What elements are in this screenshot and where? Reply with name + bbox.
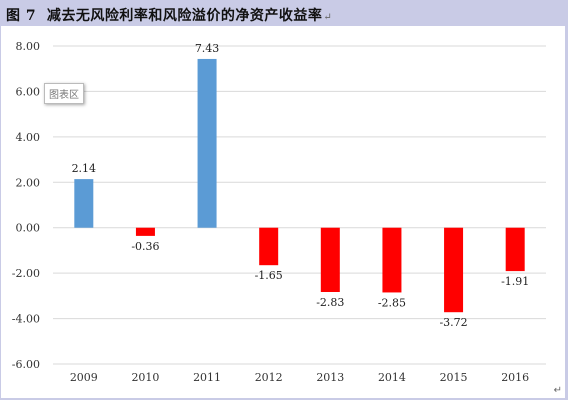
- bar-2011[interactable]: [197, 58, 217, 228]
- y-tick-label: 8.00: [16, 40, 41, 53]
- y-tick-label: 6.00: [16, 85, 41, 98]
- data-label: -3.72: [439, 316, 467, 329]
- bar-2015[interactable]: [444, 227, 464, 313]
- paragraph-mark: ↵: [323, 12, 333, 23]
- x-tick-label: 2009: [70, 371, 98, 384]
- y-tick-label: -4.00: [12, 313, 40, 326]
- bar-2012[interactable]: [259, 227, 279, 266]
- data-label: -1.91: [501, 275, 529, 288]
- bar-2014[interactable]: [382, 227, 402, 293]
- x-tick-label: 2013: [316, 371, 344, 384]
- data-label: -0.36: [131, 240, 159, 253]
- bar-2010[interactable]: [135, 227, 155, 236]
- bar-2013[interactable]: [320, 227, 340, 292]
- gridlines: [53, 45, 546, 365]
- y-tick-label: -6.00: [12, 358, 40, 371]
- figure-number: 图 7: [6, 8, 37, 24]
- bar-2009[interactable]: [74, 179, 94, 228]
- chart-panel[interactable]: 8.00 6.00 4.00 2.00 0.00 -2.00 -4.00 -6.00 2.14…: [1, 26, 565, 398]
- x-tick-label: 2012: [255, 371, 283, 384]
- bars: [74, 58, 525, 313]
- data-labels: 2.14 -0.36 7.43 -1.65 -2.83 -2.85 -3.72 -1.91: [72, 42, 530, 329]
- bar-chart: 8.00 6.00 4.00 2.00 0.00 -2.00 -4.00 -6.00 2.14…: [12, 40, 546, 384]
- y-axis-ticks: 8.00 6.00 4.00 2.00 0.00 -2.00 -4.00 -6.00: [12, 40, 40, 371]
- data-label: -2.85: [378, 296, 406, 309]
- x-axis-ticks: 2009 2010 2011 2012 2013 2014 2015 2016: [70, 371, 529, 384]
- figure-caption: 减去无风险利率和风险溢价的净资产收益率: [46, 8, 323, 24]
- x-tick-label: 2011: [193, 371, 221, 384]
- y-tick-label: 2.00: [16, 176, 41, 189]
- y-tick-label: -2.00: [12, 267, 40, 280]
- y-tick-label: 4.00: [16, 131, 41, 144]
- data-label: 2.14: [72, 162, 97, 175]
- data-label: 7.43: [195, 42, 220, 55]
- corner-paragraph-mark: ↵: [553, 385, 562, 396]
- x-tick-label: 2016: [501, 371, 529, 384]
- data-label: -1.65: [255, 269, 283, 282]
- x-tick-label: 2015: [440, 371, 468, 384]
- x-tick-label: 2014: [378, 371, 406, 384]
- x-tick-label: 2010: [131, 371, 159, 384]
- bar-2016[interactable]: [505, 227, 525, 272]
- chart-area-tag: 图表区: [44, 83, 84, 104]
- figure-title: 图 7 减去无风险利率和风险溢价的净资产收益率↵: [6, 5, 332, 25]
- y-tick-label: 0.00: [16, 222, 41, 235]
- data-label: -2.83: [316, 296, 344, 309]
